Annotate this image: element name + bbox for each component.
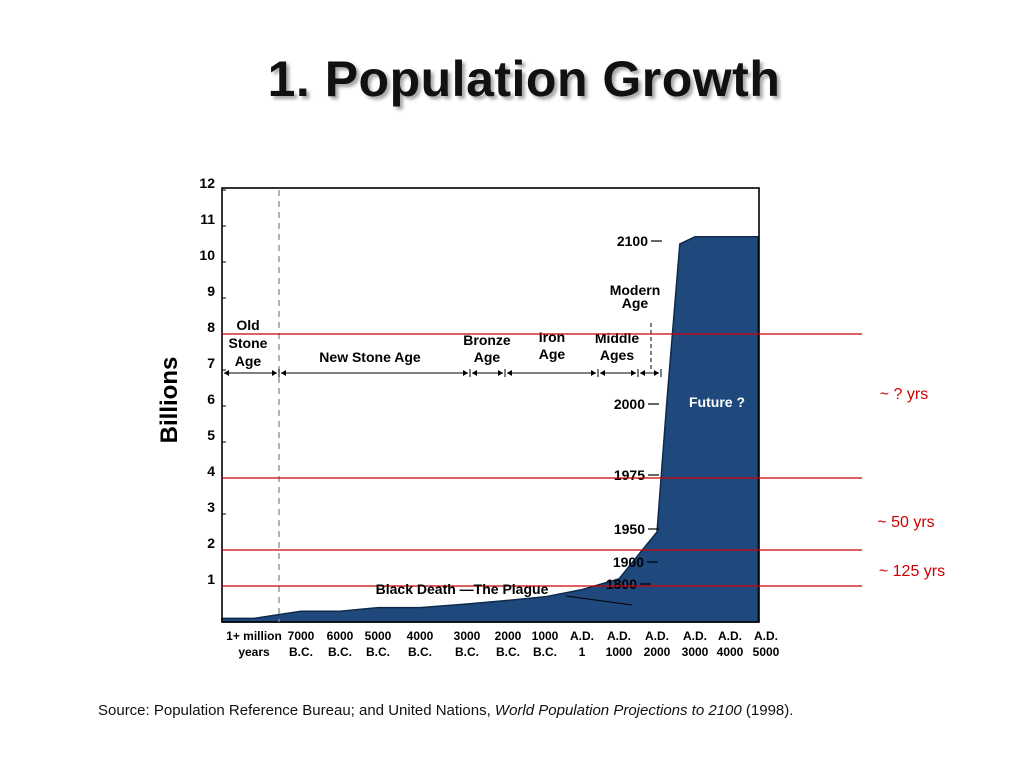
era-arrowhead [498, 370, 503, 376]
era-label: Middle [595, 330, 640, 346]
black-death-pointer [565, 595, 633, 606]
x-tick-label: 3000 [682, 645, 709, 659]
era-arrowhead [472, 370, 477, 376]
interval-label: ~ 125 yrs [879, 563, 945, 580]
annotations: Black Death —The Plague Future ? [376, 394, 745, 606]
era-label: Age [474, 349, 501, 365]
era-arrowhead [640, 370, 645, 376]
interval-label: ~ 50 yrs [877, 514, 934, 531]
era-arrowhead [507, 370, 512, 376]
x-tick-label: 6000 [327, 629, 354, 643]
year-marker-label: 2100 [617, 233, 648, 249]
x-tick-label: A.D. [570, 629, 594, 643]
source-title: World Population Projections to 2100 [494, 702, 742, 719]
era-label: Modern [610, 282, 661, 298]
y-axis-label: Billions [156, 357, 183, 444]
population-area [221, 236, 759, 623]
source-citation: Source: Population Reference Bureau; and… [98, 702, 793, 719]
y-tick-label: 11 [200, 211, 215, 227]
x-tick-label: 5000 [753, 645, 780, 659]
year-marker-label: 1975 [614, 467, 645, 483]
y-tick-label: 12 [199, 175, 215, 191]
year-marker-label: 1950 [614, 521, 645, 537]
reference-lines: ~ ? yrs ~ 50 yrs ~ 125 yrs [222, 333, 945, 587]
era-label: New Stone Age [319, 349, 421, 365]
era-label: Age [539, 346, 566, 362]
y-tick-label: 4 [207, 463, 215, 479]
interval-label: ~ ? yrs [880, 386, 928, 403]
era-arrowhead [272, 370, 277, 376]
y-tick-label: 6 [207, 391, 215, 407]
x-tick-label: 7000 [288, 629, 315, 643]
era-arrowhead [654, 370, 659, 376]
x-tick-label: A.D. [754, 629, 778, 643]
era-arrowhead [463, 370, 468, 376]
source-suffix: (1998). [741, 702, 794, 719]
y-tick-label: 1 [207, 571, 215, 587]
page-title: 1. Population Growth [267, 51, 781, 107]
y-tick-label: 10 [199, 247, 215, 263]
era-label: Old [236, 317, 259, 333]
era-arrowhead [281, 370, 286, 376]
era-arrowhead [631, 370, 636, 376]
era-label: Ages [600, 347, 634, 363]
x-tick-label: A.D. [718, 629, 742, 643]
x-tick-label: B.C. [328, 645, 352, 659]
era-label: Stone [229, 335, 268, 351]
era-arrowhead [224, 370, 229, 376]
x-tick-label: 1 [579, 645, 586, 659]
x-tick-label: years [238, 645, 270, 659]
x-tick-label: B.C. [366, 645, 390, 659]
future-label: Future ? [689, 394, 745, 410]
year-marker-label: 2000 [614, 396, 645, 412]
x-tick-label: A.D. [645, 629, 669, 643]
x-tick-label: B.C. [408, 645, 432, 659]
chart-frame [221, 187, 760, 623]
era-label: Age [235, 353, 262, 369]
x-tick-label: 1000 [606, 645, 633, 659]
y-tick-label: 7 [207, 355, 215, 371]
x-tick-label: 2000 [495, 629, 522, 643]
y-tick-label: 9 [207, 283, 215, 299]
x-axis: 1+ million years 7000 B.C. 6000 B.C. 5000 B.C. 4… [226, 629, 780, 659]
x-tick-label: A.D. [607, 629, 631, 643]
x-tick-label: B.C. [533, 645, 557, 659]
y-tick-label: 3 [207, 499, 215, 515]
x-tick-label: B.C. [455, 645, 479, 659]
x-tick-label: 3000 [454, 629, 481, 643]
year-marker-label: 1800 [606, 576, 637, 592]
era-label: Bronze [463, 332, 511, 348]
year-marker-label: 1900 [613, 554, 644, 570]
x-tick-label: B.C. [289, 645, 313, 659]
x-tick-label: 1000 [532, 629, 559, 643]
area-layer [221, 236, 759, 623]
plot-border [221, 187, 760, 623]
x-tick-label: 4000 [717, 645, 744, 659]
y-tick-label: 5 [207, 427, 215, 443]
era-label: Age [622, 295, 649, 311]
black-death-label: Black Death —The Plague [376, 581, 549, 597]
x-tick-label: 5000 [365, 629, 392, 643]
x-tick-label: A.D. [683, 629, 707, 643]
source-prefix: Source: Population Reference Bureau; and… [98, 702, 495, 719]
y-tick-label: 2 [207, 535, 215, 551]
era-arrowhead [600, 370, 605, 376]
year-markers: 1800 1900 1950 1975 2000 2100 [606, 233, 662, 592]
y-tick-label: 8 [207, 319, 215, 335]
x-tick-label: 2000 [644, 645, 671, 659]
x-tick-label: B.C. [496, 645, 520, 659]
x-tick-label: 4000 [407, 629, 434, 643]
era-label: Iron [539, 329, 565, 345]
x-tick-label: 1+ million [226, 629, 282, 643]
era-arrowhead [591, 370, 596, 376]
